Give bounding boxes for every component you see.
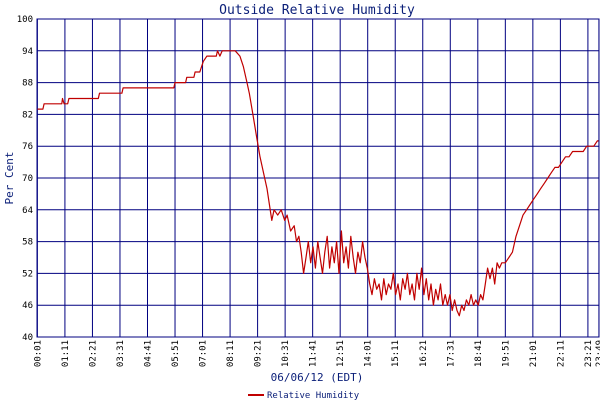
- x-tick-label: 19:51: [501, 340, 511, 367]
- x-tick-label: 00:01: [33, 340, 43, 367]
- series-line-0: [37, 50, 599, 317]
- y-tick-label: 64: [22, 206, 33, 216]
- y-axis-label: Per Cent: [3, 152, 16, 205]
- x-tick-label: 05:51: [171, 340, 181, 367]
- x-tick-label: 11:41: [309, 340, 319, 367]
- chart-title: Outside Relative Humidity: [219, 3, 415, 18]
- y-tick-label: 94: [22, 47, 33, 57]
- plot-frame: [36, 18, 600, 338]
- x-tick-label: 01:11: [61, 340, 71, 367]
- legend-label: Relative Humidity: [267, 391, 360, 400]
- y-tick-label: 46: [22, 301, 33, 311]
- y-tick-label: 40: [22, 333, 33, 343]
- y-tick-label: 76: [22, 142, 33, 152]
- x-tick-label: 15:11: [391, 340, 401, 367]
- x-tick-label: 16:21: [419, 340, 429, 367]
- y-tick-label: 52: [22, 269, 33, 279]
- x-tick-label: 12:51: [336, 340, 346, 367]
- x-tick-label: 09:21: [254, 340, 264, 367]
- x-tick-label: 04:41: [143, 340, 153, 367]
- x-tick-label: 23:49: [595, 340, 600, 367]
- x-tick-label: 17:31: [446, 340, 456, 367]
- x-tick-labels: 00:01 01:11 02:21 03:31 04:41 05:51 07:01 08:11…: [33, 340, 600, 367]
- x-tick-label: 07:01: [199, 340, 209, 367]
- y-tick-label: 58: [22, 238, 33, 248]
- series-layer: [37, 50, 599, 317]
- x-tick-label: 08:11: [226, 340, 236, 367]
- y-tick-label: 82: [22, 110, 33, 120]
- legend: Relative Humidity: [248, 391, 360, 401]
- x-axis-label: 06/06/12 (EDT): [271, 371, 364, 384]
- x-tick-label: 23:21: [584, 340, 594, 367]
- x-tick-label: 21:01: [529, 340, 539, 367]
- x-tick-label: 14:01: [364, 340, 374, 367]
- y-tick-label: 88: [22, 79, 33, 89]
- y-tick-labels: 40 46 52 58 64 70 76 82 88 94 100: [17, 15, 33, 343]
- y-tick-label: 100: [17, 15, 33, 25]
- x-tick-label: 03:31: [116, 340, 126, 367]
- x-tick-label: 22:11: [556, 340, 566, 367]
- y-tick-label: 70: [22, 174, 33, 184]
- x-tick-label: 02:21: [88, 340, 98, 367]
- x-tick-label: 18:41: [474, 340, 484, 367]
- x-tick-label: 10:31: [281, 340, 291, 367]
